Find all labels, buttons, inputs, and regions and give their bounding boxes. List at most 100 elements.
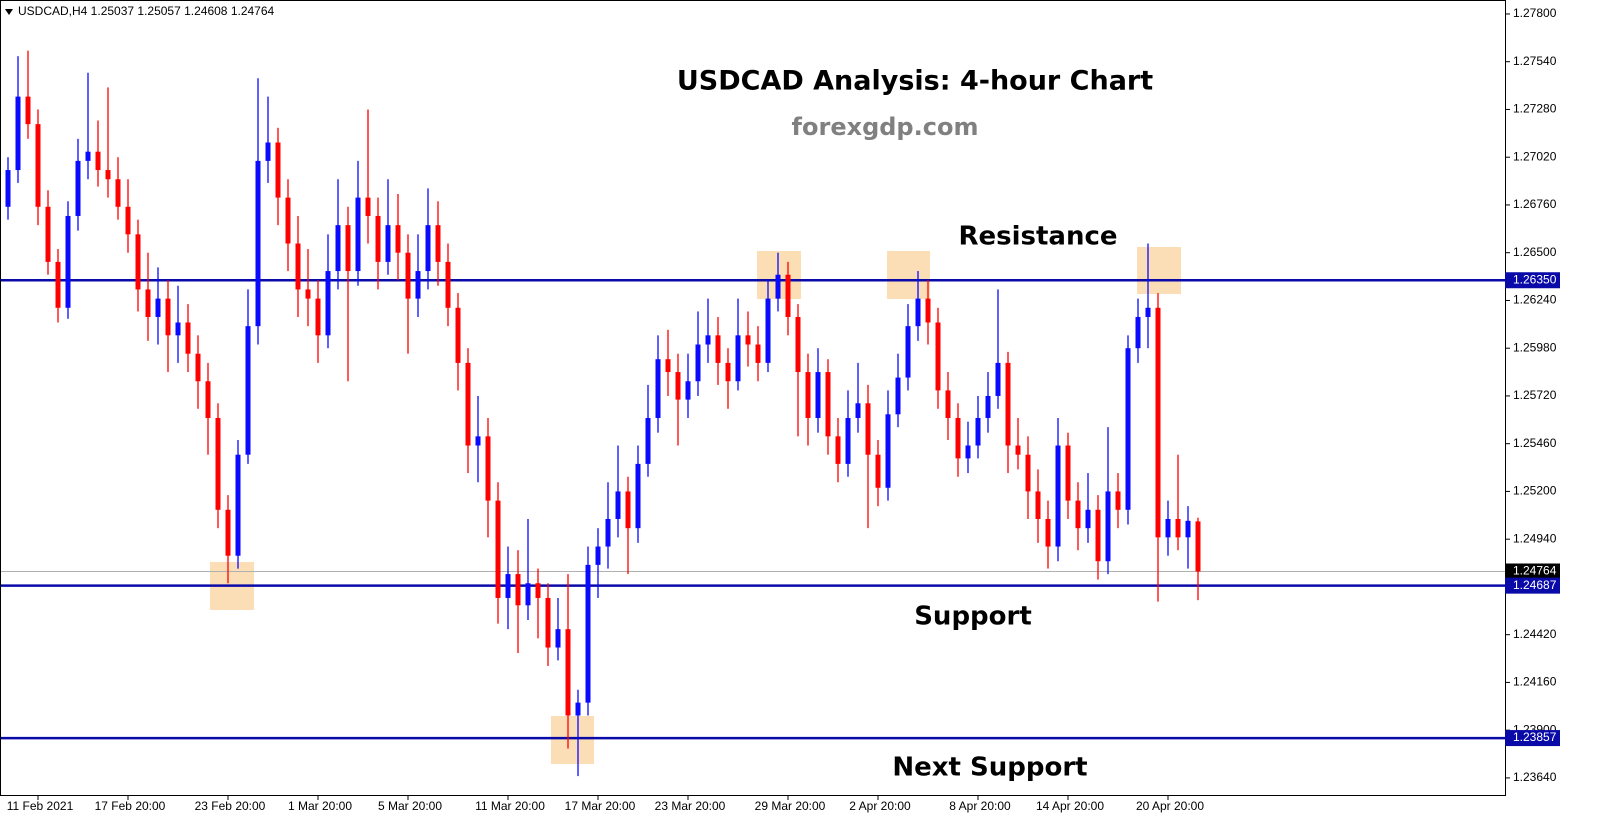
level-box (1505, 272, 1560, 289)
candle-body (955, 417, 961, 459)
y-tick-label: 1.24940 (1513, 531, 1557, 545)
candle-body (45, 206, 51, 262)
candle-body (275, 142, 281, 198)
level-label: 1.26350 (1513, 272, 1557, 286)
x-tick-label: 14 Apr 20:00 (1036, 799, 1104, 813)
y-tick-label: 1.24420 (1513, 627, 1557, 641)
candle-body (675, 372, 681, 400)
x-tick-label: 1 Mar 20:00 (288, 799, 352, 813)
candle-body (555, 629, 561, 648)
candle-body (685, 381, 691, 400)
next-support-label: Next Support (892, 753, 1087, 783)
candle-body (445, 261, 451, 308)
candle-body (325, 271, 331, 336)
candle-body (465, 362, 471, 446)
candle-body (605, 518, 611, 547)
candle-body (1145, 307, 1151, 317)
level-label: 1.23857 (1513, 730, 1557, 744)
y-tick-label: 1.25720 (1513, 388, 1557, 402)
candle-body (165, 298, 171, 336)
candle-body (825, 372, 831, 437)
x-tick-label: 2 Apr 20:00 (849, 799, 911, 813)
candle-body (1065, 445, 1071, 501)
candle-body (315, 298, 321, 336)
candle-body (365, 197, 371, 216)
highlight-box (551, 716, 594, 764)
x-tick-label: 8 Apr 20:00 (949, 799, 1011, 813)
candle-body (405, 252, 411, 299)
y-tick-label: 1.23640 (1513, 770, 1557, 784)
candle-body (545, 597, 551, 648)
y-tick-label: 1.25200 (1513, 484, 1557, 498)
candle-body (1045, 518, 1051, 547)
x-tick-label: 17 Feb 20:00 (95, 799, 166, 813)
y-tick-label: 1.26240 (1513, 293, 1557, 307)
candle-body (785, 274, 791, 317)
candle-body (945, 390, 951, 418)
candle-body (195, 353, 201, 382)
y-tick-label: 1.27280 (1513, 102, 1557, 116)
candle-body (25, 96, 31, 125)
candle-body (505, 574, 511, 598)
candle-body (425, 225, 431, 272)
candle-body (975, 417, 981, 446)
menu-arrow (5, 9, 13, 15)
candle-body (665, 359, 671, 373)
header: USDCAD,H4 1.25037 1.25057 1.24608 1.2476… (18, 4, 275, 18)
candle-body (1175, 518, 1181, 538)
level-label: 1.24687 (1513, 578, 1557, 592)
candle-body (525, 583, 531, 606)
candle-body (185, 322, 191, 354)
candle-body (235, 454, 241, 556)
candle-body (655, 359, 661, 418)
highlight-box (887, 251, 930, 299)
candle-body (1125, 348, 1131, 510)
candle-body (885, 414, 891, 488)
candle-body (1015, 445, 1021, 455)
candle-body (935, 322, 941, 391)
candle-body (875, 454, 881, 488)
x-tick-label: 11 Mar 20:00 (475, 799, 545, 813)
candle-body (245, 326, 251, 455)
candle-body (625, 491, 631, 529)
candle-body (375, 215, 381, 262)
candle-body (495, 500, 501, 598)
candle-body (1035, 491, 1041, 519)
candle-body (115, 179, 121, 207)
candle-body (295, 243, 301, 290)
candle-body (285, 197, 291, 244)
candle-body (815, 372, 821, 418)
candle-body (105, 170, 111, 180)
current-price-box (1505, 563, 1560, 580)
resistance-label: Resistance (958, 222, 1117, 252)
candle-body (695, 344, 701, 382)
candle-body (765, 298, 771, 363)
candle-body (15, 96, 21, 171)
candle-body (925, 298, 931, 323)
candle-body (175, 322, 181, 336)
candle-body (775, 274, 781, 299)
candle-body (565, 629, 571, 716)
candle-body (1195, 521, 1201, 572)
candle-body (595, 546, 601, 565)
candle-body (645, 417, 651, 464)
candle-body (485, 436, 491, 501)
candle-body (795, 316, 801, 373)
support-label: Support (914, 602, 1032, 632)
x-tick-label: 20 Apr 20:00 (1136, 799, 1204, 813)
candle-body (835, 436, 841, 464)
x-tick-label: 5 Mar 20:00 (378, 799, 442, 813)
candle-body (1085, 509, 1091, 529)
y-tick-label: 1.26760 (1513, 197, 1557, 211)
candle-body (305, 289, 311, 299)
candle-body (1055, 445, 1061, 547)
x-tick-label: 17 Mar 20:00 (565, 799, 636, 813)
y-tick-label: 1.24160 (1513, 675, 1557, 689)
candle-body (475, 436, 481, 446)
y-tick-label: 1.27540 (1513, 54, 1557, 68)
candle-body (1005, 362, 1011, 446)
candle-body (915, 298, 921, 327)
candle-body (35, 124, 41, 207)
candle-body (5, 170, 11, 207)
